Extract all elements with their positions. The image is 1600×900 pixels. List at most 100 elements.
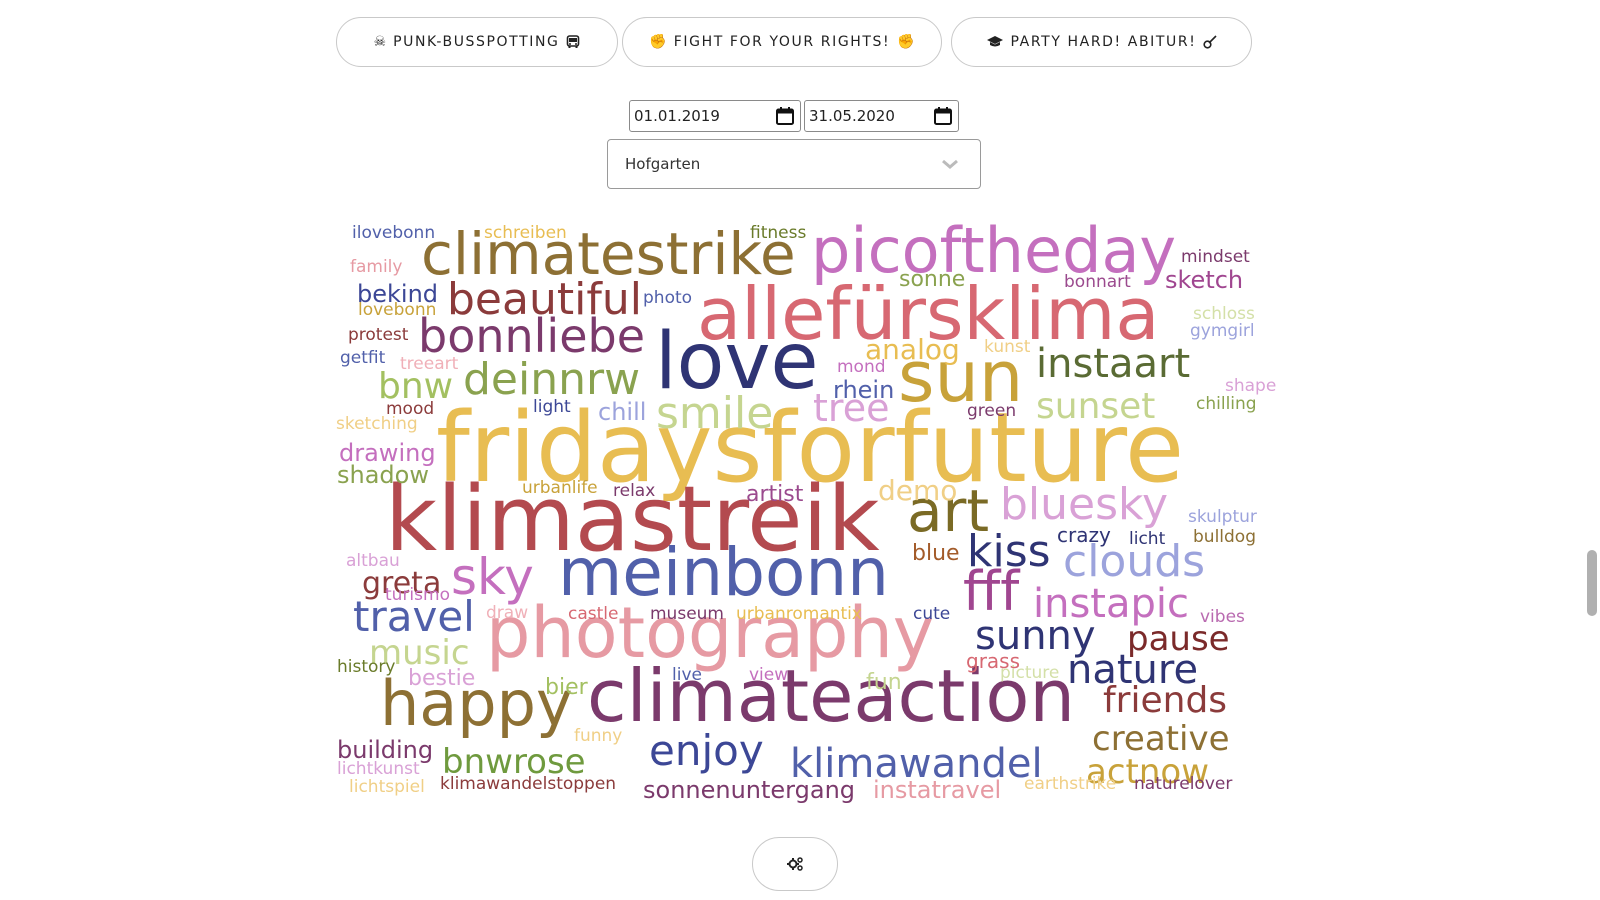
cloud-word: cute <box>913 604 951 624</box>
cloud-word: treeart <box>400 354 459 374</box>
cloud-word: bekind <box>357 280 439 308</box>
cloud-word: protest <box>348 325 409 345</box>
cloud-word: artist <box>746 482 804 507</box>
cloud-word: family <box>350 257 403 277</box>
tab-fight-for-your-rights[interactable]: ✊ FIGHT FOR YOUR RIGHTS! ✊ <box>622 17 942 67</box>
cloud-word: draw <box>486 603 529 623</box>
cloud-word: kunst <box>984 337 1031 357</box>
cloud-word: sonne <box>899 267 966 292</box>
cloud-word: funny <box>574 726 623 746</box>
cloud-word: shape <box>1225 376 1277 396</box>
cloud-word: climatestrike <box>421 220 796 288</box>
cloud-word: sunny <box>975 613 1096 659</box>
cloud-word: klimawandel <box>790 741 1043 787</box>
cloud-word: instapic <box>1033 581 1189 627</box>
cloud-word: meinbonn <box>558 534 889 611</box>
cloud-word: bulldog <box>1193 527 1256 547</box>
location-select[interactable]: Hofgarten <box>607 139 981 189</box>
cloud-word: crazy <box>1057 523 1111 547</box>
tab-punk-busspotting[interactable]: ☠ PUNK-BUSSPOTTING <box>336 17 618 67</box>
raised-fist-icon: ✊ <box>897 34 915 50</box>
cloud-word: photo <box>643 288 693 308</box>
cloud-word: chilling <box>1196 394 1257 414</box>
location-value: Hofgarten <box>625 155 701 173</box>
chevron-down-icon <box>942 159 958 169</box>
cloud-word: love <box>655 317 819 407</box>
cloud-word: mond <box>837 357 886 377</box>
cloud-word: klimastreik <box>385 467 880 572</box>
cloud-word: urbanlife <box>522 478 598 498</box>
graduation-cap-icon <box>986 36 1003 47</box>
cloud-word: nature <box>1067 647 1199 693</box>
cloud-word: klimawandelstoppen <box>440 774 617 794</box>
date-from-input[interactable]: 01.01.2019 <box>629 100 801 132</box>
calendar-icon[interactable] <box>775 106 795 126</box>
cloud-word: analog <box>865 333 960 366</box>
cloud-word: fitness <box>750 223 807 243</box>
cloud-word: light <box>533 397 571 417</box>
cloud-word: smile <box>656 388 774 439</box>
cloud-word: bnwrose <box>442 742 586 782</box>
cloud-word: green <box>967 401 1017 421</box>
cloud-word: bnw <box>378 366 454 407</box>
date-to-value: 31.05.2020 <box>809 107 895 125</box>
cloud-word: skulptur <box>1188 507 1257 527</box>
cloud-word: vibes <box>1200 607 1245 627</box>
cloud-word: gymgirl <box>1190 321 1255 341</box>
cloud-word: happy <box>380 667 573 740</box>
cloud-word: sonnenuntergang <box>643 776 856 804</box>
cloud-word: fun <box>866 670 902 695</box>
guitar-icon <box>1203 35 1218 49</box>
cloud-word: altbau <box>346 551 400 571</box>
cloud-word: actnow <box>1086 752 1210 792</box>
date-to-input[interactable]: 31.05.2020 <box>804 100 959 132</box>
cloud-word: shadow <box>337 461 429 489</box>
cloud-word: instatravel <box>873 776 1002 804</box>
cloud-word: mood <box>386 399 435 419</box>
cloud-word: drawing <box>339 439 436 467</box>
cloud-word: ilovebonn <box>352 223 436 243</box>
cloud-word: castle <box>568 604 619 624</box>
cloud-word: bestie <box>408 666 476 691</box>
cloud-word: sun <box>898 336 1024 418</box>
cloud-word: enjoy <box>649 726 764 775</box>
cloud-word: kiss <box>967 526 1051 577</box>
cloud-word: lovebonn <box>358 300 437 320</box>
cloud-word: earthstrike <box>1024 774 1117 794</box>
cloud-word: bonnliebe <box>418 309 646 363</box>
cloud-word: grass <box>966 649 1021 673</box>
cloud-word: rhein <box>833 376 895 404</box>
tab-label: PARTY HARD! ABITUR! <box>1010 34 1197 50</box>
cloud-word: licht <box>1129 529 1166 549</box>
cloud-word: bier <box>545 675 588 700</box>
cloud-word: chill <box>598 398 647 426</box>
tab-label: PUNK-BUSSPOTTING <box>393 34 560 50</box>
cloud-word: lichtkunst <box>337 759 420 779</box>
cloud-word: turismo <box>385 585 450 605</box>
cloud-word: clouds <box>1063 536 1206 587</box>
cloud-word: live <box>672 665 702 685</box>
cloud-word: greta <box>362 566 442 601</box>
cloud-word: relax <box>613 481 656 501</box>
bus-icon <box>567 35 580 48</box>
cloud-word: history <box>337 657 396 677</box>
cloud-word: tree <box>813 386 890 430</box>
tab-party-hard-abitur[interactable]: PARTY HARD! ABITUR! <box>951 17 1252 67</box>
cloud-word: beautiful <box>447 274 642 325</box>
raised-fist-icon: ✊ <box>649 34 667 50</box>
cloud-word: fridaysforfuture <box>436 392 1185 504</box>
settings-button[interactable] <box>752 837 838 891</box>
cloud-word: allefürsklima <box>697 272 1160 356</box>
scrollbar-thumb[interactable] <box>1587 550 1597 616</box>
calendar-icon[interactable] <box>933 106 953 126</box>
cogs-icon <box>787 857 803 871</box>
tab-label: FIGHT FOR YOUR RIGHTS! <box>673 34 891 50</box>
cloud-word: instaart <box>1036 341 1191 387</box>
cloud-word: creative <box>1092 719 1230 759</box>
cloud-word: demo <box>878 474 958 507</box>
cloud-word: bonnart <box>1064 272 1131 292</box>
cloud-word: bluesky <box>1000 479 1168 530</box>
cloud-word: mindset <box>1181 247 1250 267</box>
cloud-word: picture <box>1000 663 1060 683</box>
cloud-word: schreiben <box>484 223 567 243</box>
